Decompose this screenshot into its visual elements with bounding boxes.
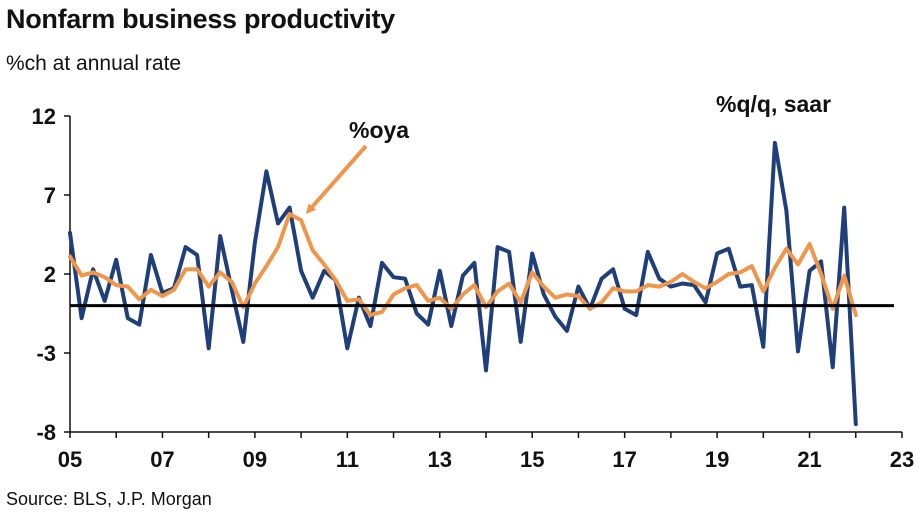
- x-tick-label: 09: [243, 447, 267, 472]
- y-tick-label: 12: [32, 104, 56, 129]
- y-tick-label: 2: [44, 262, 56, 287]
- x-tick-label: 13: [428, 447, 452, 472]
- x-tick-label: 23: [890, 447, 914, 472]
- x-tick-label: 11: [336, 447, 359, 472]
- x-tick-label: 17: [612, 447, 636, 472]
- x-tick-label: 15: [520, 447, 544, 472]
- series-line-oya: [68, 212, 858, 318]
- y-tick-label: -8: [36, 420, 56, 445]
- y-tick-label: 7: [44, 183, 56, 208]
- y-tick-label: -3: [36, 341, 56, 366]
- annotation-oya-arrow: [305, 144, 368, 215]
- chart-title: Nonfarm business productivity: [6, 4, 395, 34]
- x-tick-label: 05: [58, 447, 82, 472]
- source-note: Source: BLS, J.P. Morgan: [6, 489, 212, 509]
- chart-subtitle: %ch at annual rate: [6, 52, 182, 75]
- annotation-qq-saar: %q/q, saar: [716, 91, 831, 117]
- annotation-oya: %oya: [349, 117, 409, 143]
- x-tick-label: 21: [797, 447, 821, 472]
- series-line-qq-saar: [68, 140, 858, 427]
- x-tick-label: 07: [150, 447, 174, 472]
- x-tick-label: 19: [705, 447, 729, 472]
